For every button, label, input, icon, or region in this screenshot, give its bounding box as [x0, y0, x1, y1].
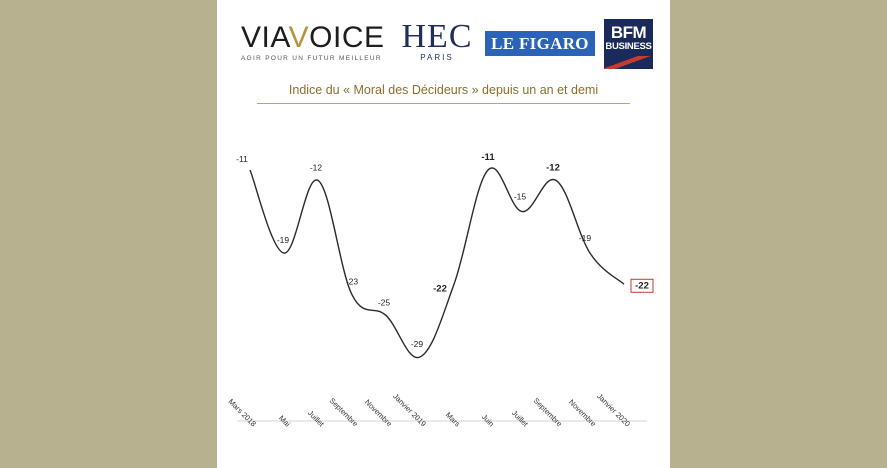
- value-label: -22: [433, 283, 447, 294]
- value-label: -29: [411, 339, 424, 349]
- value-label: -11: [236, 154, 248, 164]
- value-label: -12: [310, 162, 323, 172]
- bfm-line2: BUSINESS: [605, 41, 652, 52]
- x-tick-label: Juin: [480, 412, 496, 428]
- value-label: -25: [378, 297, 391, 307]
- hec-logo: HEC PARIS: [393, 18, 481, 62]
- viavoice-logo: VIAVOICE AGIR POUR UN FUTUR MEILLEUR: [241, 21, 385, 63]
- highlight-box: [630, 278, 654, 293]
- viavoice-name-accent: V: [288, 21, 310, 54]
- value-label: -12: [546, 162, 560, 173]
- viavoice-name-1: VIA: [241, 21, 289, 54]
- chart-title: Indice du « Moral des Décideurs » depuis…: [288, 83, 599, 97]
- x-tick-label: Septembre: [532, 396, 564, 428]
- value-label: -15: [514, 192, 527, 202]
- value-label: -19: [277, 235, 290, 245]
- x-tick-label: Novembre: [567, 398, 598, 429]
- value-label: -23: [346, 277, 359, 287]
- title-divider: [257, 103, 630, 104]
- report-panel: VIAVOICE AGIR POUR UN FUTUR MEILLEUR HEC…: [217, 0, 670, 468]
- x-tick-label: Mars: [444, 410, 462, 428]
- figaro-name: LE FIGARO: [491, 33, 589, 53]
- viavoice-tagline: AGIR POUR UN FUTUR MEILLEUR: [241, 55, 382, 62]
- partner-logos: VIAVOICE AGIR POUR UN FUTUR MEILLEUR HEC…: [217, 0, 670, 80]
- x-tick-label: Septembre: [328, 396, 360, 428]
- x-tick-label: Novembre: [363, 398, 394, 429]
- x-tick-label: Juillet: [306, 408, 327, 429]
- x-tick-label: Mars 2018: [227, 397, 258, 428]
- x-tick-label: Janvier 2020: [595, 392, 632, 429]
- viavoice-name-2: OICE: [309, 21, 385, 54]
- hec-name: HEC: [401, 18, 473, 55]
- bfm-logo: BFM BUSINESS: [604, 19, 653, 69]
- value-label: -19: [579, 233, 592, 243]
- x-tick-label: Juillet: [510, 408, 531, 429]
- figaro-logo: LE FIGARO: [485, 31, 595, 56]
- x-tick-label: Janvier 2019: [391, 392, 428, 429]
- hec-sub: PARIS: [420, 53, 454, 62]
- value-label: -11: [481, 152, 495, 163]
- series-line: [249, 167, 625, 359]
- line-chart: -11 -19 -12 -23 -25 -29 -22 -11 -15 -12 -19 -22 Mars…: [227, 152, 654, 429]
- bfm-stripe: [604, 56, 653, 69]
- bfm-line1: BFM: [610, 23, 647, 42]
- value-label: -22: [635, 280, 649, 291]
- x-tick-label: Mai: [277, 413, 292, 428]
